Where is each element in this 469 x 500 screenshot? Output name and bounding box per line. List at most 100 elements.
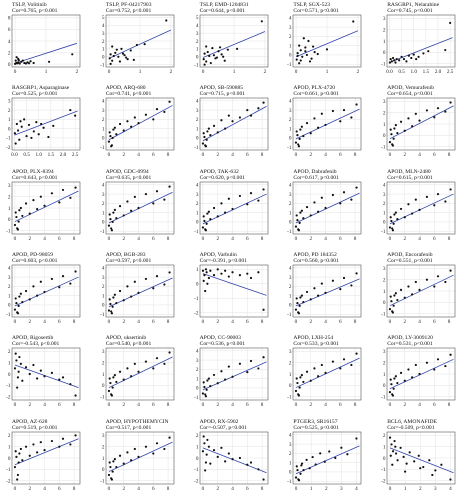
data-point bbox=[212, 448, 215, 451]
data-point bbox=[28, 373, 31, 376]
data-point bbox=[163, 362, 166, 366]
y-tick-label: 3 bbox=[102, 31, 105, 37]
y-tick-label: 3 bbox=[196, 108, 199, 114]
data-point bbox=[204, 45, 207, 48]
data-point bbox=[310, 57, 314, 60]
data-point bbox=[309, 60, 312, 63]
x-tick-label: 2 bbox=[216, 152, 219, 158]
y-tick-label: 3 bbox=[383, 191, 386, 197]
y-tick-label: 1 bbox=[383, 444, 386, 450]
x-tick-label: 0 bbox=[107, 486, 110, 492]
data-point bbox=[410, 56, 413, 60]
panel-correlation: Cor=0.571, p<0.001 bbox=[293, 8, 339, 14]
data-point bbox=[115, 381, 118, 384]
y-tick-label: 3 bbox=[289, 108, 292, 114]
y-tick-label: 3 bbox=[383, 99, 386, 105]
data-point bbox=[324, 124, 328, 127]
data-point bbox=[152, 201, 155, 205]
y-tick-label: 0 bbox=[289, 469, 292, 475]
x-tick-label: 8 bbox=[260, 402, 263, 408]
data-point bbox=[13, 62, 17, 65]
data-point bbox=[118, 289, 121, 292]
y-tick-label: 0 bbox=[196, 136, 199, 142]
data-point bbox=[28, 454, 31, 457]
data-point bbox=[202, 441, 206, 444]
data-point bbox=[50, 371, 54, 375]
data-point bbox=[249, 460, 252, 464]
scatter-panel: 0 2 4 6 8 -2 -1 0 1 2 bbox=[6, 347, 81, 408]
data-point bbox=[205, 212, 209, 215]
data-point bbox=[332, 279, 335, 282]
data-point bbox=[302, 381, 305, 384]
data-point bbox=[122, 213, 125, 217]
data-point bbox=[389, 225, 392, 229]
data-point bbox=[18, 138, 21, 142]
data-point bbox=[396, 458, 399, 461]
data-point bbox=[296, 301, 299, 305]
regression-line bbox=[202, 193, 267, 224]
y-tick-label: 3 bbox=[289, 441, 292, 447]
x-tick-label: 2.0 bbox=[435, 69, 442, 75]
x-tick-label: 1.0 bbox=[35, 152, 42, 158]
data-point bbox=[295, 377, 299, 380]
y-tick-label: 2 bbox=[383, 361, 386, 367]
data-point bbox=[389, 307, 392, 311]
y-tick-label: 4 bbox=[196, 99, 199, 105]
data-point bbox=[393, 377, 396, 380]
plot-frame bbox=[293, 264, 362, 318]
x-tick-label: 6 bbox=[246, 486, 249, 492]
data-point bbox=[108, 212, 111, 216]
y-tick-label: 6 bbox=[8, 27, 11, 33]
data-point bbox=[205, 379, 209, 382]
x-tick-label: 2 bbox=[28, 319, 31, 325]
data-point bbox=[13, 223, 17, 226]
data-point bbox=[24, 289, 28, 292]
panel-correlation: Cor=0.536, p<0.001 bbox=[199, 341, 246, 348]
data-point bbox=[392, 449, 395, 452]
data-point bbox=[231, 207, 234, 210]
panel-correlation: Cor=-0.391, p<0.001 bbox=[199, 257, 247, 264]
y-tick-label: 0 bbox=[196, 455, 199, 461]
y-tick-label: 2 bbox=[383, 201, 386, 207]
data-point bbox=[400, 55, 403, 58]
data-point bbox=[201, 449, 204, 452]
regression-line bbox=[14, 276, 79, 307]
data-point bbox=[36, 377, 39, 380]
data-point bbox=[391, 226, 394, 230]
data-point bbox=[306, 122, 309, 125]
regression-line bbox=[296, 278, 361, 307]
y-tick-label: 0 bbox=[289, 136, 292, 142]
data-point bbox=[129, 375, 133, 378]
data-point bbox=[118, 60, 121, 63]
data-point bbox=[201, 142, 204, 145]
data-point bbox=[298, 304, 302, 307]
y-tick-label: 2 bbox=[289, 117, 292, 123]
data-point bbox=[390, 299, 393, 303]
y-tick-label: 0 bbox=[383, 383, 386, 389]
data-point bbox=[343, 358, 346, 361]
data-point bbox=[433, 368, 436, 371]
data-point bbox=[110, 312, 113, 315]
y-tick-label: -1 bbox=[6, 467, 11, 473]
data-point bbox=[17, 460, 20, 464]
y-tick-label: -1 bbox=[100, 312, 105, 318]
x-tick-label: 4 bbox=[137, 319, 140, 325]
data-point bbox=[113, 51, 117, 54]
data-point bbox=[249, 360, 252, 363]
y-tick-label: 4 bbox=[8, 39, 11, 45]
data-point bbox=[407, 285, 410, 288]
x-tick-label: 0 bbox=[389, 236, 392, 242]
data-point bbox=[168, 351, 171, 354]
data-point bbox=[418, 208, 421, 211]
y-tick-label: -1 bbox=[194, 467, 199, 473]
data-point bbox=[39, 195, 42, 198]
regression-line bbox=[14, 364, 79, 389]
data-point bbox=[301, 209, 304, 212]
data-point bbox=[407, 117, 410, 120]
regression-line bbox=[202, 446, 267, 473]
regression-line bbox=[108, 277, 173, 308]
data-point bbox=[219, 119, 223, 122]
x-tick-label: 6 bbox=[58, 319, 61, 325]
y-tick-label: 2 bbox=[102, 444, 105, 450]
